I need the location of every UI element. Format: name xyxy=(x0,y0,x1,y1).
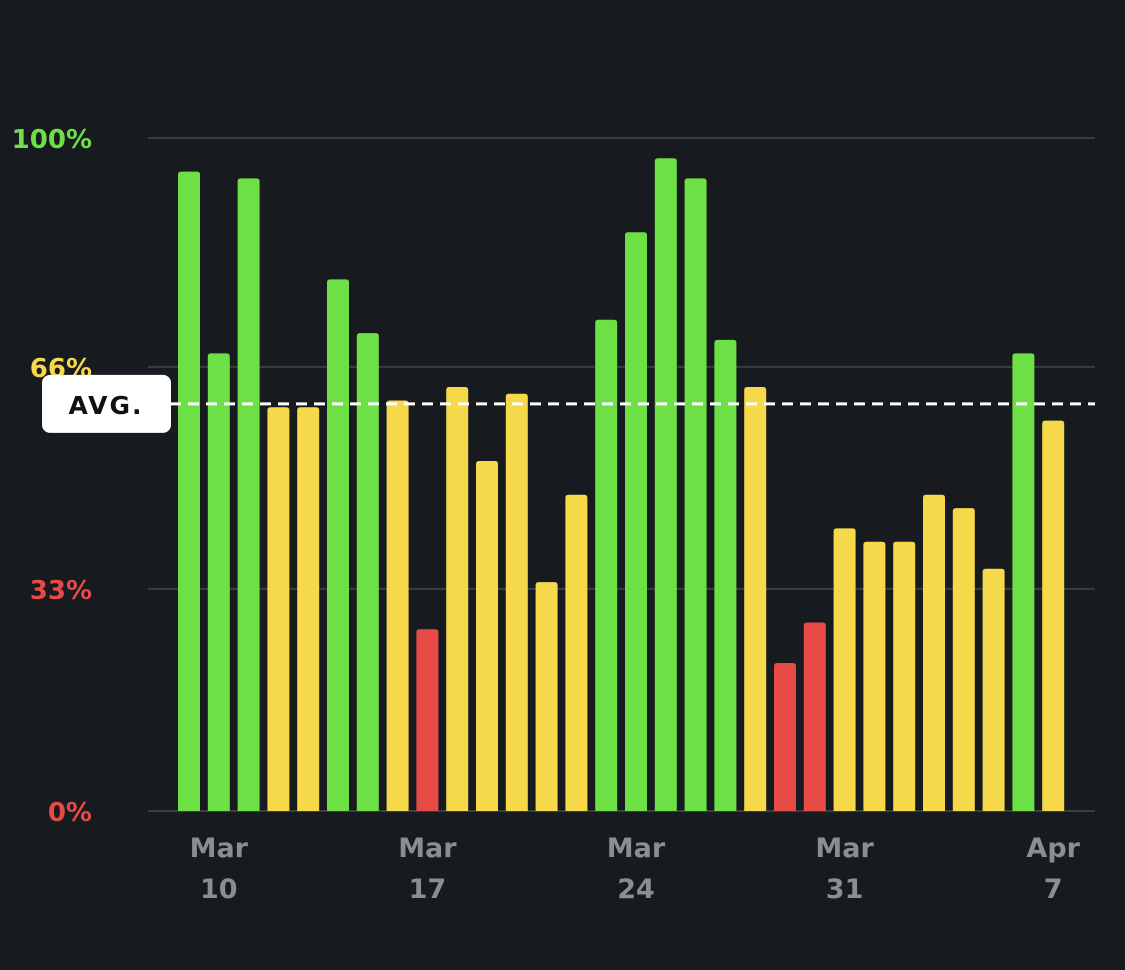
x-tick-month: Mar xyxy=(190,833,249,864)
x-tick-month: Mar xyxy=(815,833,874,864)
bar-mar-28[interactable] xyxy=(744,387,767,811)
bar-mar-10[interactable] xyxy=(207,353,230,811)
bar-mar-24[interactable] xyxy=(625,232,647,812)
bar-mar-11[interactable] xyxy=(237,178,260,811)
bar-mar-13[interactable] xyxy=(297,407,320,811)
bar-mar-9[interactable] xyxy=(178,171,200,811)
bar-apr-6[interactable] xyxy=(1012,353,1035,811)
bar-mar-20[interactable] xyxy=(505,393,528,811)
bar-apr-1[interactable] xyxy=(863,541,886,811)
x-axis-labels: Mar 10 Mar 17 Mar 24 Mar 31 Apr 7 xyxy=(190,833,1081,905)
bar-mar-26[interactable] xyxy=(684,178,707,811)
x-tick-day: 24 xyxy=(617,874,655,905)
y-tick-label: 33% xyxy=(30,576,92,606)
bar-mar-31[interactable] xyxy=(833,528,856,811)
bar-mar-17[interactable] xyxy=(416,629,439,811)
average-label: AVG. xyxy=(68,391,143,420)
average-badge xyxy=(42,374,171,433)
x-tick-day: 17 xyxy=(409,874,447,905)
bar-apr-7[interactable] xyxy=(1042,420,1065,811)
bar-apr-2[interactable] xyxy=(893,541,916,811)
bar-apr-5[interactable] xyxy=(982,568,1005,811)
y-tick-label: 0% xyxy=(48,798,92,828)
bar-mar-12[interactable] xyxy=(267,407,290,811)
average-line-group: AVG. xyxy=(42,374,1095,433)
bar-mar-29[interactable] xyxy=(774,662,796,811)
bar-apr-4[interactable] xyxy=(952,508,975,811)
bars xyxy=(178,158,1065,812)
bar-mar-30[interactable] xyxy=(803,622,826,811)
y-tick-label: 100% xyxy=(12,125,92,155)
bar-mar-16[interactable] xyxy=(386,400,409,811)
x-tick-month: Mar xyxy=(607,833,666,864)
bar-apr-3[interactable] xyxy=(923,494,945,811)
bar-mar-21[interactable] xyxy=(535,582,558,811)
bar-mar-22[interactable] xyxy=(565,494,588,811)
bar-mar-14[interactable] xyxy=(327,279,349,812)
x-tick-day: 7 xyxy=(1044,874,1063,905)
bar-mar-25[interactable] xyxy=(654,158,677,811)
x-tick-month: Mar xyxy=(398,833,457,864)
bar-mar-18[interactable] xyxy=(446,387,469,811)
bar-mar-15[interactable] xyxy=(356,333,379,811)
x-tick-day: 31 xyxy=(826,874,864,905)
bar-mar-23[interactable] xyxy=(595,319,618,811)
bar-mar-19[interactable] xyxy=(476,461,498,811)
x-tick-day: 10 xyxy=(200,874,238,905)
y-axis-labels: 100%66%33%0% xyxy=(12,125,92,828)
x-tick-month: Apr xyxy=(1026,833,1080,864)
bar-mar-27[interactable] xyxy=(714,339,737,811)
